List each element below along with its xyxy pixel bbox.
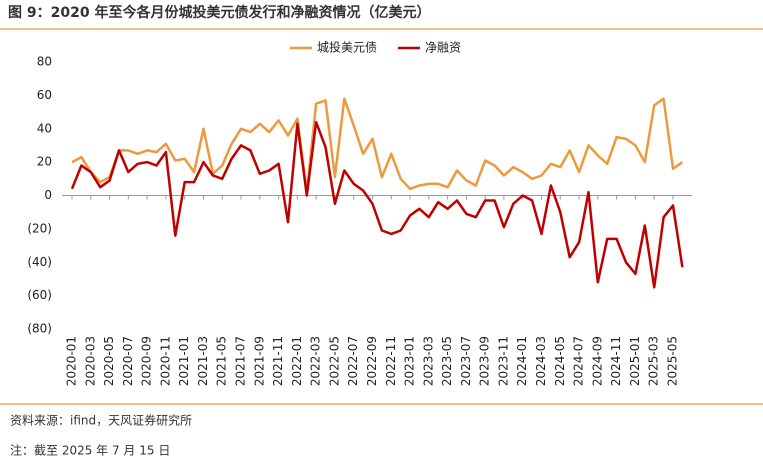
- x-tick-label: 2024-11: [609, 336, 623, 386]
- x-tick-label: 2021-01: [177, 336, 191, 386]
- x-tick-label: 2020-01: [65, 336, 79, 386]
- y-tick-label: 60: [37, 88, 52, 102]
- x-tick-label: 2020-11: [158, 336, 172, 386]
- x-tick-label: 2021-05: [215, 336, 229, 386]
- x-tick-label: 2024-09: [590, 336, 604, 386]
- x-tick-label: 2021-11: [271, 336, 285, 386]
- x-tick-label: 2021-07: [234, 336, 248, 386]
- x-tick-label: 2023-07: [459, 336, 473, 386]
- y-tick-label: (60): [27, 288, 52, 302]
- x-tick-label: 2024-07: [572, 336, 586, 386]
- x-tick-label: 2025-01: [628, 336, 642, 386]
- x-tick-label: 2021-03: [196, 336, 210, 386]
- legend-label: 净融资: [425, 41, 461, 55]
- x-tick-label: 2022-03: [309, 336, 323, 386]
- y-tick-label: 80: [37, 55, 52, 69]
- x-tick-label: 2023-05: [440, 336, 454, 386]
- x-tick-label: 2024-05: [553, 336, 567, 386]
- x-tick-label: 2025-03: [647, 336, 661, 386]
- y-tick-label: (40): [27, 255, 52, 269]
- x-tick-label: 2023-09: [478, 336, 492, 386]
- x-tick-label: 2020-09: [140, 336, 154, 386]
- series-line: [70, 120, 684, 289]
- x-tick-label: 2020-05: [102, 336, 116, 386]
- y-tick-label: (80): [27, 322, 52, 336]
- x-tick-label: 2024-03: [534, 336, 548, 386]
- y-tick-label: 40: [37, 121, 52, 135]
- x-tick-label: 2023-11: [496, 336, 510, 386]
- footnote: 注：截至 2025 年 7 月 15 日: [10, 443, 170, 458]
- x-tick-label: 2025-05: [665, 336, 679, 386]
- x-tick-label: 2020-07: [121, 336, 135, 386]
- x-tick-label: 2023-03: [421, 336, 435, 386]
- x-tick-label: 2022-11: [384, 336, 398, 386]
- x-tick-label: 2020-03: [83, 336, 97, 386]
- x-tick-label: 2023-01: [403, 336, 417, 386]
- y-tick-label: 0: [44, 188, 52, 202]
- x-tick-label: 2022-07: [346, 336, 360, 386]
- x-tick-label: 2024-01: [515, 336, 529, 386]
- x-tick-label: 2022-01: [290, 336, 304, 386]
- series-line: [71, 97, 684, 194]
- x-tick-label: 2021-09: [252, 336, 266, 386]
- y-tick-label: 20: [37, 155, 52, 169]
- chart-title: 图 9：2020 年至今各月份城投美元债发行和净融资情况（亿美元）: [8, 4, 430, 21]
- x-tick-label: 2022-05: [327, 336, 341, 386]
- source-note: 资料来源：ifind，天风证券研究所: [10, 413, 192, 428]
- y-tick-label: (20): [27, 221, 52, 235]
- legend-label: 城投美元债: [317, 40, 377, 55]
- x-tick-label: 2022-09: [365, 336, 379, 386]
